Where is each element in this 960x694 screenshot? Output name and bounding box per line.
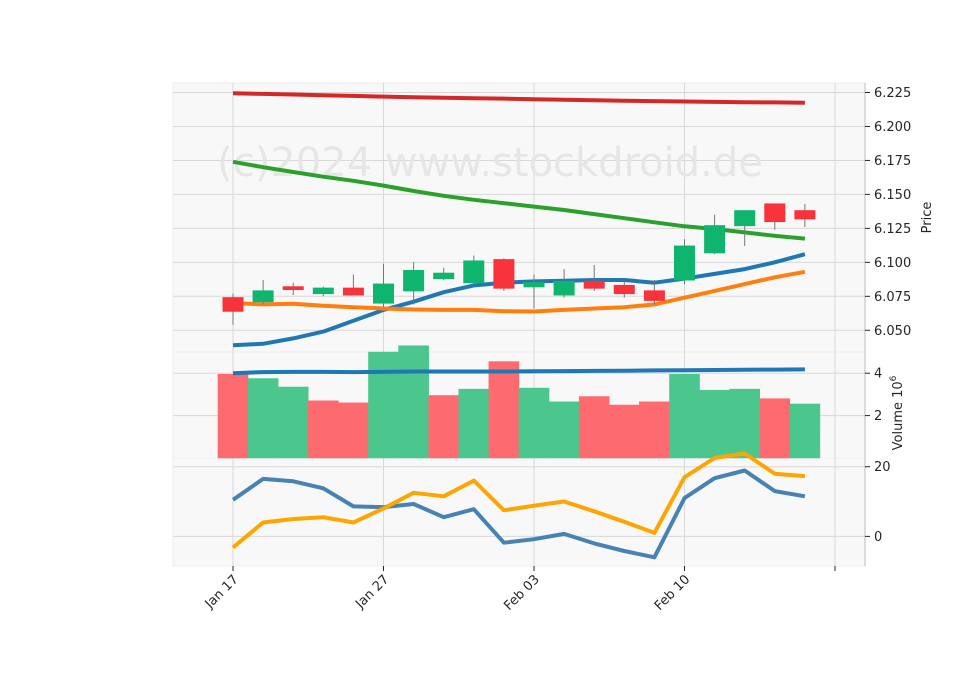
y-tick-label: 4 bbox=[874, 367, 882, 382]
indicator-line-ind_b bbox=[231, 451, 806, 550]
x-tick-label: Jan 27 bbox=[352, 572, 392, 612]
y-tick-label: 6.200 bbox=[874, 120, 911, 135]
candle-body bbox=[433, 272, 455, 280]
candle-body bbox=[734, 210, 756, 227]
volume-bar bbox=[247, 378, 279, 459]
x-tick-label: Feb 10 bbox=[652, 572, 694, 614]
volume-bar bbox=[789, 403, 821, 459]
candle-body bbox=[583, 280, 605, 289]
candle-body bbox=[704, 225, 726, 254]
candle-body bbox=[463, 260, 485, 284]
volume-axis-exponent: 6 bbox=[889, 375, 899, 381]
volume-bar bbox=[308, 400, 339, 459]
volume-bar bbox=[398, 345, 429, 459]
indicator-panel bbox=[231, 451, 806, 560]
y-tick-label: 6.150 bbox=[874, 188, 911, 203]
panel-bg-2 bbox=[172, 457, 866, 567]
overlay-line-sma_short bbox=[232, 252, 806, 348]
candle-body bbox=[794, 210, 816, 220]
volume-bar bbox=[277, 386, 309, 459]
volume-bar bbox=[338, 402, 369, 459]
y-tick-label: 0 bbox=[874, 530, 882, 545]
price-panel bbox=[222, 91, 816, 348]
candle-body bbox=[252, 290, 274, 303]
candle-body bbox=[312, 287, 334, 295]
volume-bar bbox=[669, 374, 700, 459]
candle-body bbox=[674, 245, 695, 281]
volume-panel bbox=[217, 345, 821, 459]
volume-bar bbox=[488, 361, 520, 459]
y-tick-label: 2 bbox=[874, 409, 882, 424]
y-tick-label: 6.050 bbox=[874, 324, 911, 339]
x-tick-label: Jan 17 bbox=[202, 572, 242, 612]
candle-body bbox=[553, 280, 575, 296]
candle-body bbox=[282, 286, 304, 291]
volume-bar bbox=[609, 404, 640, 459]
price-axis-label: Price bbox=[920, 202, 935, 234]
volume-ma-line bbox=[232, 367, 805, 376]
candle-body bbox=[222, 297, 244, 312]
volume-bar bbox=[428, 395, 459, 459]
candle-body bbox=[764, 203, 786, 223]
volume-bar bbox=[729, 388, 761, 459]
volume-axis-label: Volume 106 bbox=[889, 375, 906, 450]
volume-bar bbox=[368, 351, 399, 459]
overlay-line-sma_long bbox=[232, 91, 805, 105]
candle-body bbox=[373, 283, 394, 304]
volume-bar bbox=[548, 401, 580, 459]
candle-body bbox=[643, 290, 665, 301]
candle-body bbox=[403, 269, 425, 292]
y-tick-label: 20 bbox=[874, 460, 891, 475]
candle-body bbox=[493, 259, 515, 289]
watermark-text: (c)2024 www.stockdroid.de bbox=[217, 140, 763, 186]
overlay-line-sma_fast bbox=[232, 269, 806, 314]
x-tick-label: Feb 03 bbox=[501, 572, 543, 614]
y-tick-label: 6.175 bbox=[874, 154, 911, 169]
candle-body bbox=[613, 284, 635, 295]
indicator-line-ind_a bbox=[231, 468, 806, 560]
volume-bar bbox=[518, 387, 550, 459]
volume-bar bbox=[759, 398, 791, 459]
volume-bar bbox=[639, 401, 670, 459]
y-tick-label: 6.075 bbox=[874, 290, 911, 305]
volume-bar bbox=[578, 396, 610, 459]
volume-bar bbox=[699, 389, 730, 459]
volume-bar bbox=[458, 388, 490, 459]
volume-bar bbox=[217, 374, 249, 459]
y-tick-label: 6.225 bbox=[874, 86, 911, 101]
y-tick-label: 6.125 bbox=[874, 222, 911, 237]
candle-body bbox=[342, 287, 364, 296]
y-tick-label: 6.100 bbox=[874, 256, 911, 271]
candle-body bbox=[523, 282, 545, 288]
